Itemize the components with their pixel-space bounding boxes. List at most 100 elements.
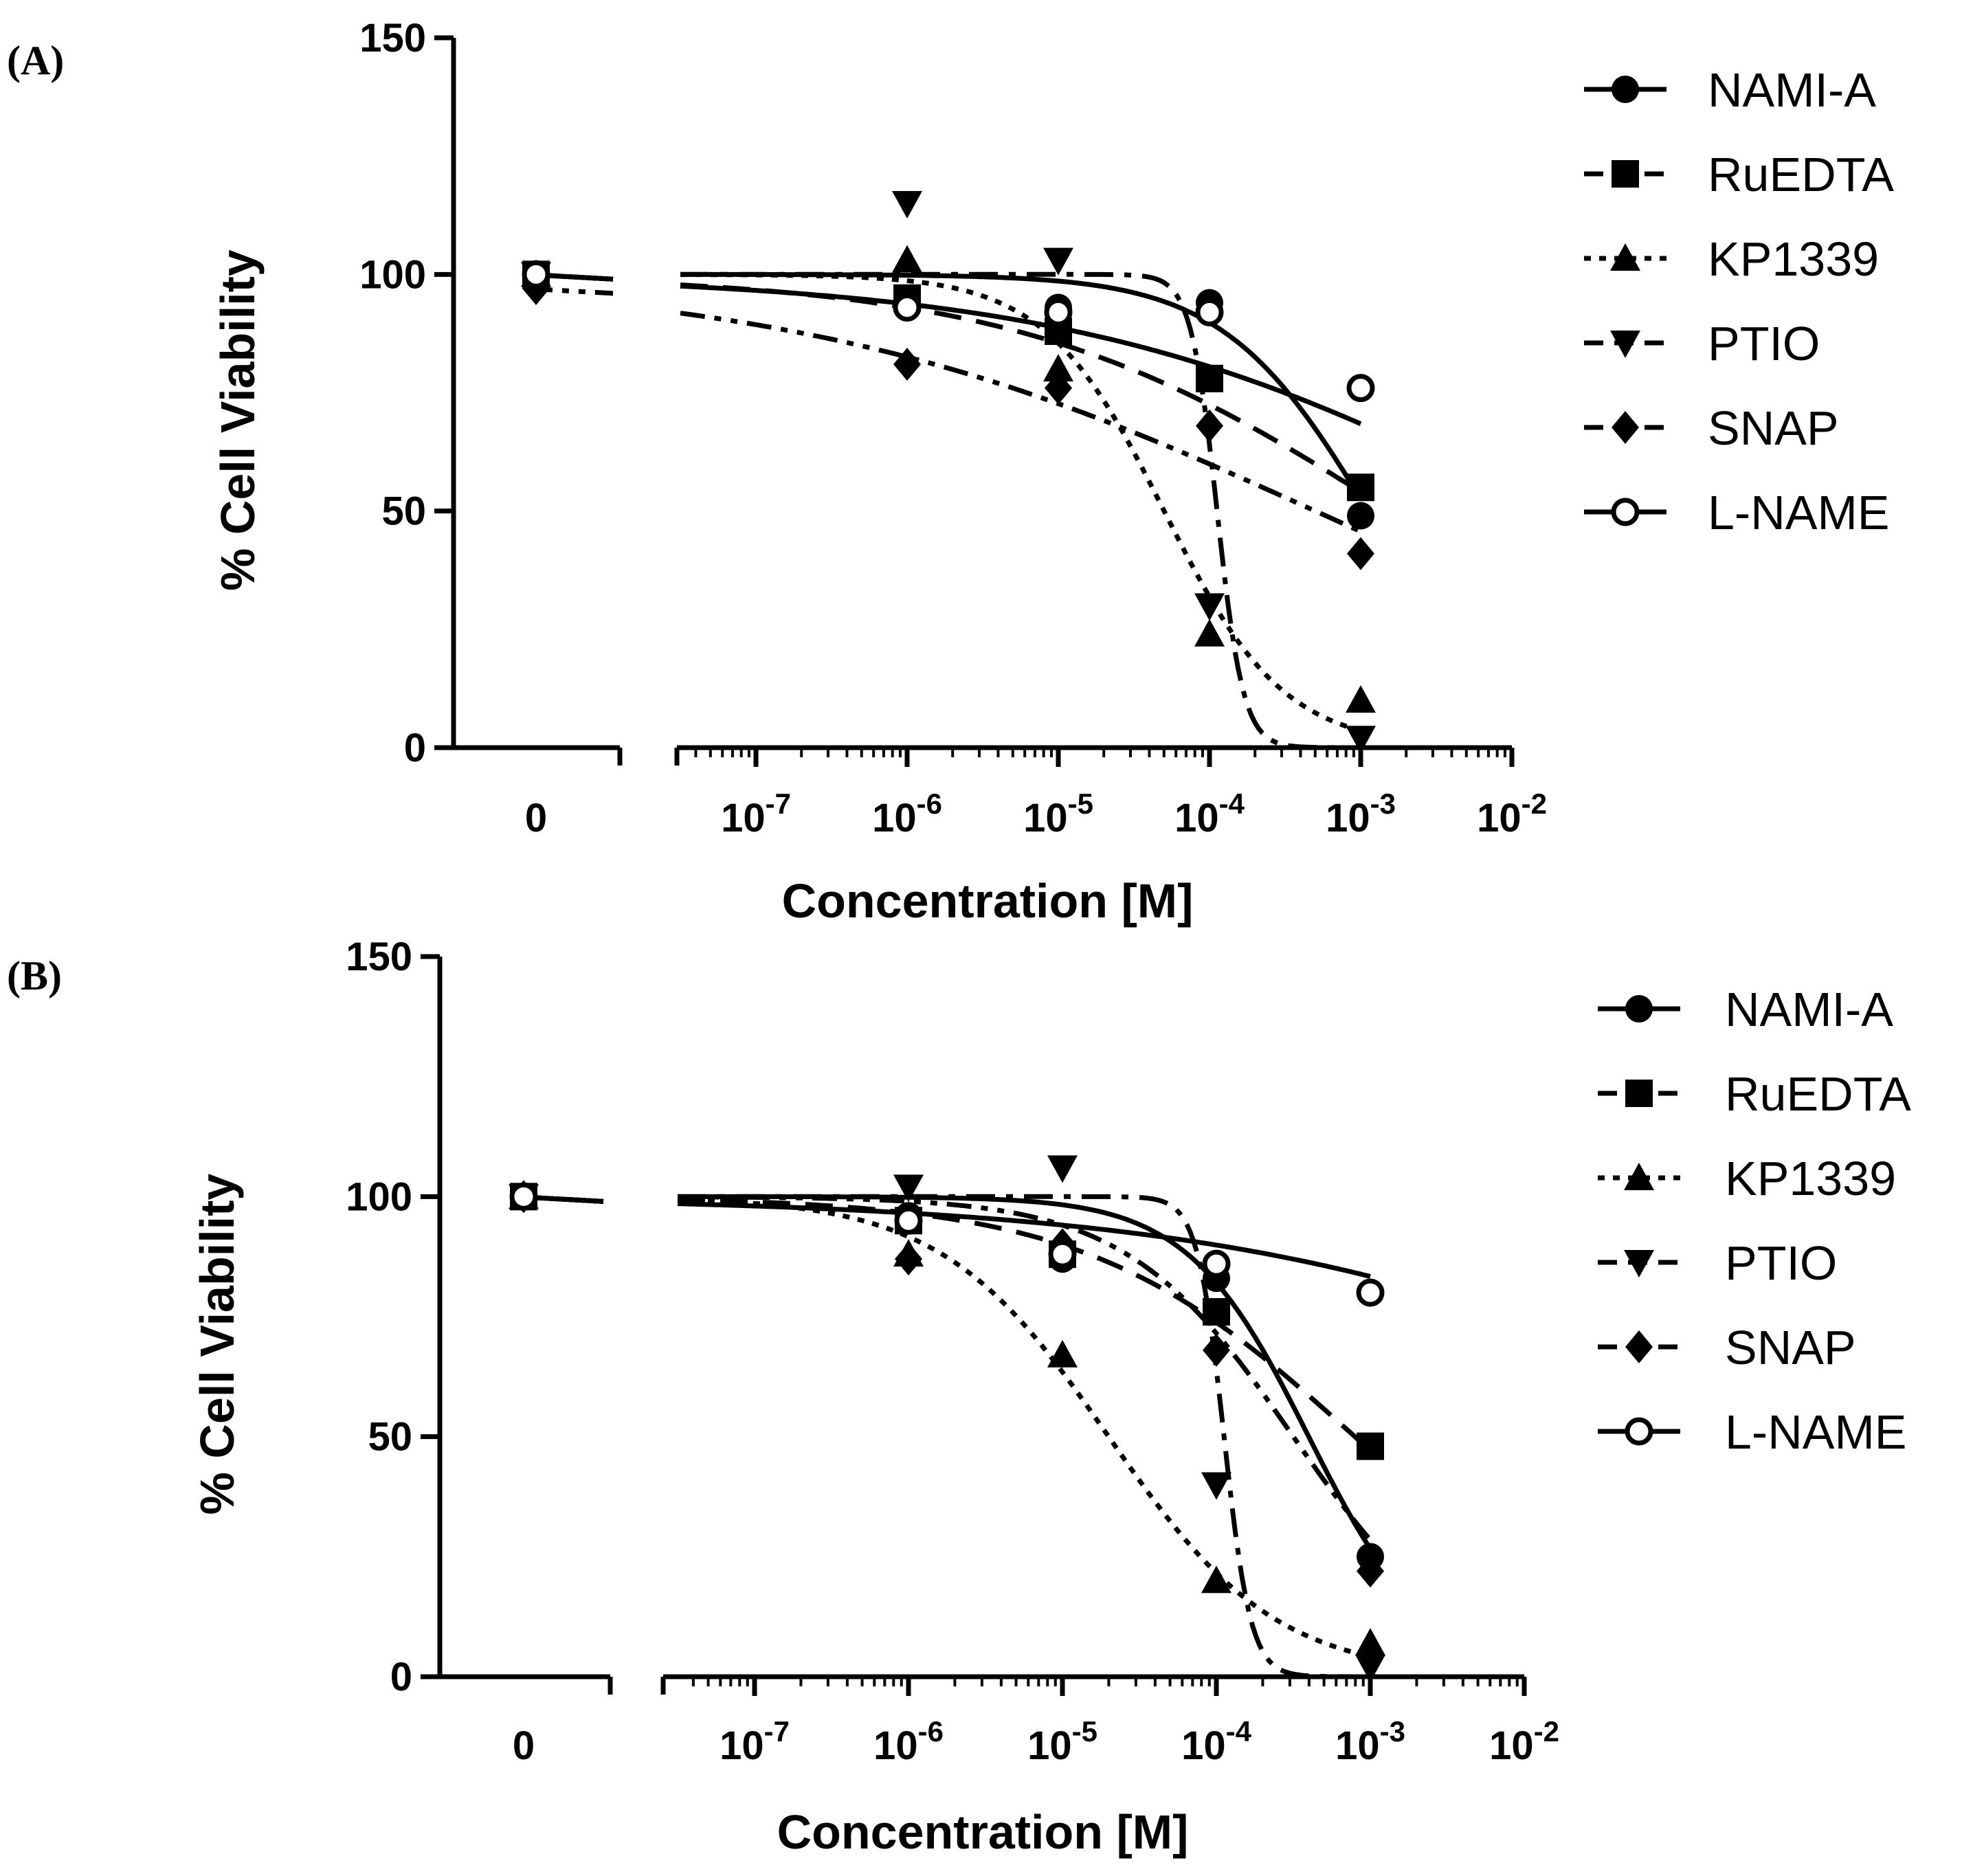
legend-item-ruedta: RuEDTA (1584, 148, 1894, 201)
data-point (1356, 1278, 1385, 1307)
legend-marker (1625, 1080, 1653, 1107)
x-tick-label: 10-3 (1335, 1715, 1405, 1768)
data-point (1043, 247, 1073, 276)
legend-label: RuEDTA (1725, 1067, 1911, 1121)
legend-item-nami-a: NAMI-A (1584, 63, 1876, 117)
data-point (1196, 409, 1223, 443)
panel-label: (B) (7, 953, 62, 998)
data-point (1195, 298, 1224, 326)
y-tick-label: 150 (346, 935, 412, 979)
x-tick-label-zero: 0 (525, 796, 547, 840)
x-tick-label: 10-6 (872, 788, 942, 840)
x-tick-label: 10-5 (1023, 788, 1093, 840)
data-point (1357, 1554, 1384, 1588)
legend-marker (1624, 1250, 1654, 1277)
fit-curve (678, 1194, 1370, 1679)
fit-curve (678, 1194, 1372, 1542)
panel-b: (B) 0 50 100 150 % Cell Viability 0 10-7 10-6 10-… (7, 935, 1911, 1859)
legend-label: PTIO (1708, 317, 1820, 370)
x-tick-label: 10-7 (720, 1715, 790, 1768)
x-axis-title: Concentration [M] (782, 874, 1194, 928)
legend-label: SNAP (1725, 1321, 1856, 1374)
data-point (1045, 371, 1072, 405)
x-tick-label: 10-2 (1477, 788, 1547, 840)
series-snap (522, 271, 1374, 570)
data-point (893, 293, 922, 322)
legend-item-ptio: PTIO (1598, 1236, 1837, 1290)
x-tick-label-zero: 0 (513, 1723, 535, 1768)
data-point (1201, 1472, 1231, 1500)
y-tick-label: 50 (368, 1415, 412, 1460)
y-axis-title: % Cell Viability (211, 249, 265, 591)
legend-marker (1624, 1163, 1654, 1190)
fit-curve (677, 1196, 1371, 1660)
data-point (1355, 1628, 1385, 1656)
data-point (509, 1182, 538, 1211)
series-nami-a (510, 1183, 1384, 1571)
series-snap (510, 1180, 1384, 1588)
legend-marker (1610, 331, 1640, 358)
y-axis-title: % Cell Viability (190, 1174, 244, 1515)
legend-marker (1625, 995, 1653, 1023)
data-point (1201, 1565, 1231, 1594)
legend-marker (1612, 76, 1639, 103)
data-point (892, 191, 922, 219)
legend-item-snap: SNAP (1598, 1321, 1856, 1374)
legend-label: RuEDTA (1708, 148, 1894, 201)
y-tick-label: 100 (346, 1174, 412, 1219)
data-point (1347, 537, 1374, 570)
fit-curve (678, 1194, 1372, 1550)
y-tick-label: 0 (390, 1655, 412, 1699)
x-tick-label: 10-5 (1027, 1715, 1097, 1768)
data-point (1194, 618, 1225, 647)
fit-curve (677, 1201, 1371, 1279)
data-point (1347, 473, 1374, 502)
legend-label: PTIO (1725, 1236, 1837, 1290)
fit-curve (677, 1197, 1372, 1453)
legend-marker (1625, 1330, 1653, 1363)
legend-item-l-name: L-NAME (1598, 1405, 1906, 1459)
data-point (1202, 1249, 1231, 1278)
panel-label: (A) (7, 38, 64, 83)
data-point (892, 245, 922, 273)
fit-curve (680, 283, 1362, 426)
data-point (1346, 374, 1375, 403)
data-point (1355, 1655, 1385, 1683)
data-point (1043, 354, 1073, 382)
y-tick-label: 100 (359, 252, 426, 297)
legend-item-ruedta: RuEDTA (1598, 1067, 1911, 1121)
legend-marker (1611, 498, 1640, 526)
legend-label: SNAP (1708, 401, 1839, 455)
data-point (895, 1242, 922, 1276)
data-point (1048, 1240, 1077, 1269)
fit-curve (680, 311, 1362, 534)
legend-label: L-NAME (1708, 486, 1889, 539)
data-point (893, 348, 921, 381)
legend-label: NAMI-A (1725, 983, 1893, 1036)
fit-curve (680, 271, 1361, 750)
data-point (1203, 1333, 1230, 1367)
legend-item-kp1339: KP1339 (1598, 1152, 1896, 1205)
legend-item-ptio: PTIO (1584, 317, 1820, 370)
fit-curve (680, 271, 1363, 500)
legend-marker (1610, 243, 1640, 271)
series-l-name (509, 1182, 1385, 1307)
data-point (522, 260, 550, 289)
data-point (1346, 685, 1376, 713)
data-point (1044, 298, 1073, 326)
series-l-name (522, 260, 1375, 426)
legend-label: NAMI-A (1708, 63, 1876, 117)
series-kp1339 (521, 245, 1376, 733)
y-tick-label: 50 (381, 489, 426, 534)
data-point (1194, 593, 1225, 621)
panel-a: (A) 0 50 100 150 % Cell Viability 0 10-7 10-6 10-… (7, 16, 1894, 928)
legend-marker (1625, 1417, 1653, 1446)
x-tick-label: 10-6 (873, 1715, 944, 1768)
x-tick-label: 10-3 (1326, 788, 1396, 840)
legend-item-kp1339: KP1339 (1584, 232, 1879, 286)
y-tick-label: 150 (359, 16, 426, 60)
fit-curve (680, 272, 1361, 733)
data-point (893, 1174, 924, 1203)
data-point (1047, 1339, 1078, 1367)
legend-label: L-NAME (1725, 1405, 1906, 1459)
